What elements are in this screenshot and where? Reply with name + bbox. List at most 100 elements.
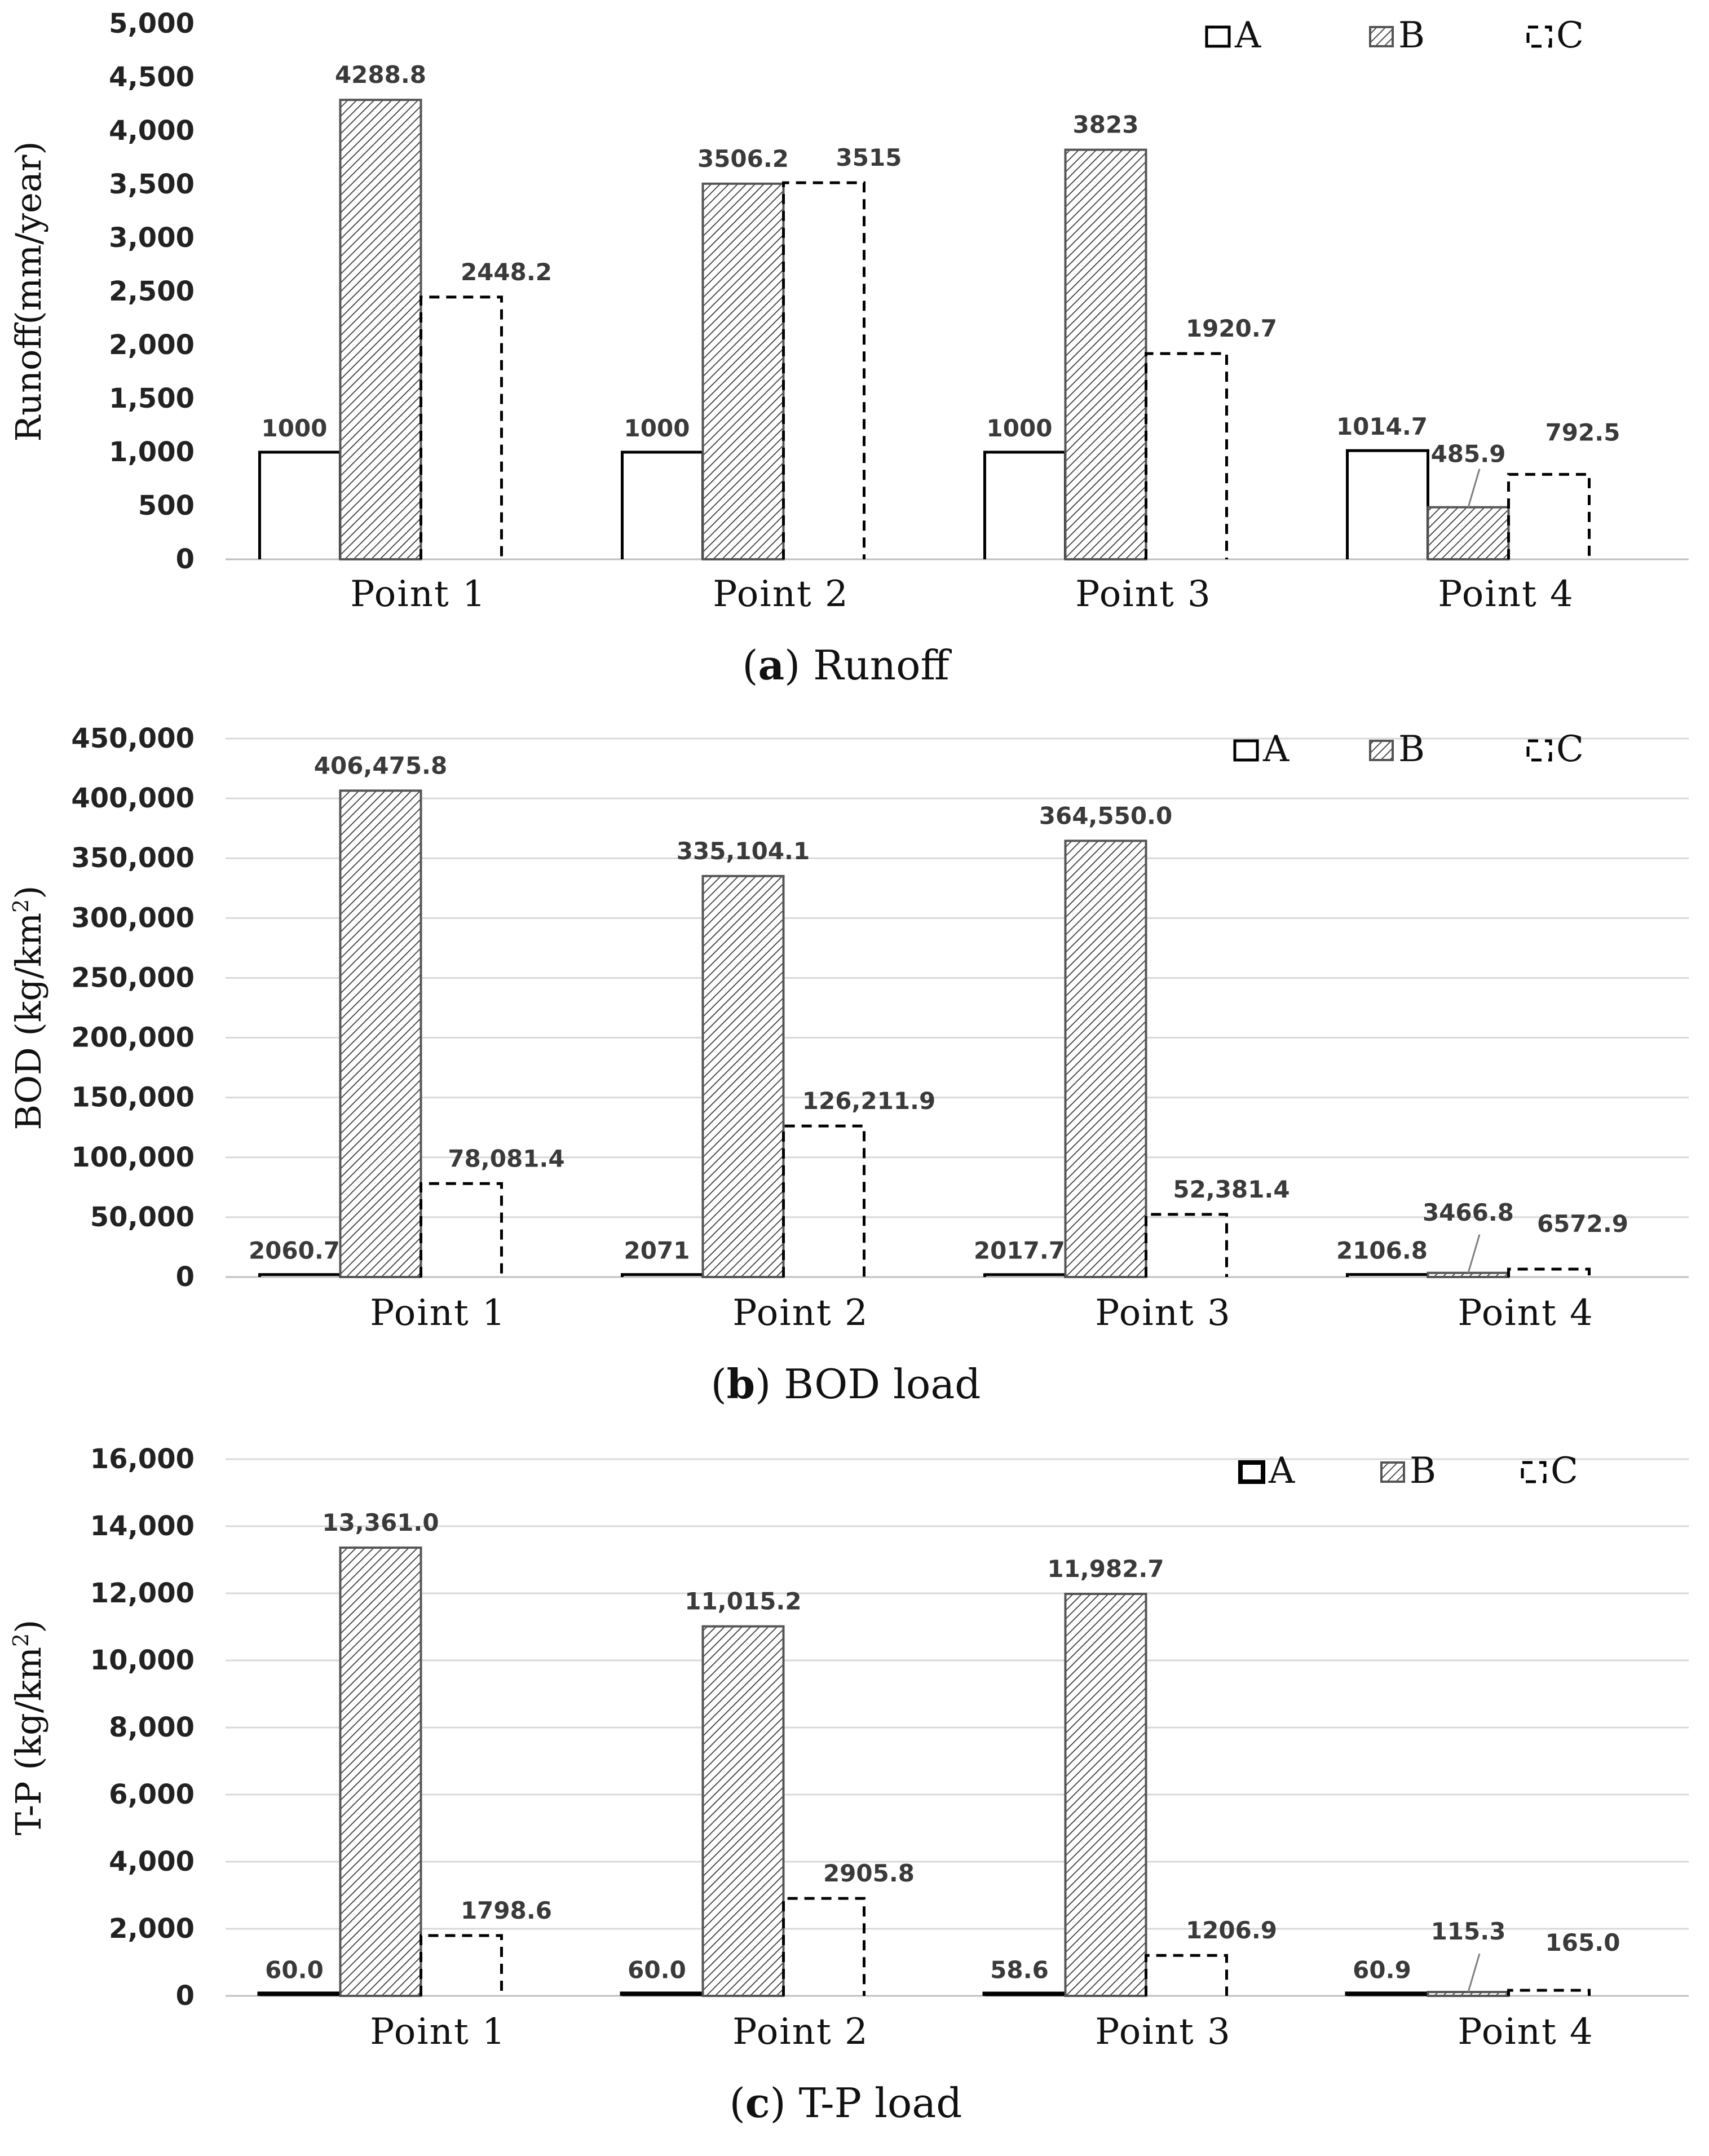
y-axis-label-sup: 2 — [8, 899, 33, 913]
data-label-B-2: 11,015.2 — [685, 1588, 801, 1615]
legend-swatch-A — [1205, 25, 1231, 48]
bar-C-4 — [1507, 1267, 1591, 1277]
data-label-B-3: 364,550.0 — [1039, 802, 1172, 829]
bar-B-2 — [701, 1625, 785, 1998]
caption-letter: a — [758, 641, 785, 689]
y-tick-label: 0 — [176, 544, 195, 575]
legend-swatch-C — [1526, 739, 1552, 762]
y-tick-label: 2,000 — [109, 329, 195, 361]
chart-panel-b: 0 50,000 100,000 150,000 200,000 250,000 300,0… — [8, 723, 1689, 1408]
y-tick-label: 0 — [176, 1261, 195, 1293]
data-label-A-3: 58.6 — [990, 1956, 1049, 1984]
y-tick-label: 8,000 — [109, 1712, 195, 1743]
x-tick-label: Point 1 — [370, 2011, 506, 2053]
y-tick-label: 4,000 — [109, 1846, 195, 1877]
caption-letter: b — [727, 1360, 755, 1408]
bar-B-4 — [1427, 1271, 1510, 1278]
legend: A B C — [1238, 1450, 1578, 1492]
bar-C-1 — [419, 1182, 503, 1277]
data-label-A-2: 2071 — [624, 1237, 690, 1265]
y-axis-label-sup: 2 — [8, 1633, 33, 1647]
bar-B-3 — [1064, 840, 1147, 1278]
bar-A-4 — [1345, 1991, 1430, 1996]
bar-C-2 — [782, 1124, 865, 1277]
data-label-A-4: 60.9 — [1353, 1956, 1411, 1983]
legend-swatch-B — [1380, 1461, 1405, 1483]
caption-text: Runoff — [813, 642, 952, 689]
legend: A B C — [1205, 15, 1584, 56]
data-label-C-1: 1798.6 — [461, 1897, 552, 1924]
y-tick-label: 350,000 — [71, 842, 195, 874]
x-tick-label: Point 3 — [1095, 2011, 1231, 2053]
data-label-B-1: 406,475.8 — [314, 752, 447, 779]
bar-C-1 — [419, 1934, 503, 1996]
x-tick-label: Point 1 — [370, 1292, 506, 1334]
bar-C-1 — [419, 295, 503, 559]
data-label-C-1: 78,081.4 — [448, 1145, 564, 1172]
y-axis-label-tail: ) — [8, 885, 49, 899]
y-axis-label-text: Runoff(mm/year) — [8, 141, 49, 441]
y-tick-label: 2,000 — [109, 1913, 195, 1945]
x-tick-label: Point 2 — [732, 1292, 868, 1334]
bar-C-3 — [1145, 352, 1228, 559]
y-tick-label: 50,000 — [90, 1201, 195, 1233]
x-tick-label: Point 3 — [1075, 573, 1211, 615]
data-label-B-1: 4288.8 — [335, 61, 426, 89]
bar-B-1 — [339, 789, 422, 1278]
leader-line — [1467, 469, 1481, 508]
x-tick-label: Point 3 — [1095, 1292, 1231, 1334]
y-tick-label: 0 — [176, 1980, 195, 2012]
legend-label-B: B — [1398, 15, 1425, 56]
y-tick-label: 16,000 — [90, 1443, 195, 1475]
y-tick-label: 4,500 — [109, 61, 195, 93]
caption-text: T-P load — [799, 2079, 962, 2127]
bar-C-2 — [782, 1897, 865, 1996]
legend-swatch-B — [1369, 26, 1394, 47]
data-label-A-3: 2017.7 — [974, 1237, 1065, 1265]
y-tick-label: 5,000 — [109, 8, 195, 39]
legend-label-A: A — [1262, 728, 1290, 770]
data-label-B-4: 3466.8 — [1423, 1199, 1514, 1226]
data-label-A-2: 60.0 — [628, 1956, 686, 1983]
data-label-A-4: 2106.8 — [1336, 1237, 1428, 1265]
bar-B-1 — [339, 99, 422, 561]
bar-A-3 — [983, 450, 1067, 559]
bar-A-2 — [621, 450, 704, 559]
bar-A-2 — [620, 1991, 705, 1996]
data-label-B-3: 3823 — [1073, 111, 1139, 139]
x-tick-label: Point 4 — [1458, 2011, 1593, 2053]
caption: (a) Runoff — [742, 641, 952, 689]
y-axis-label-text: T-P (kg/km — [8, 1647, 49, 1835]
y-axis-label: BOD (kg/km2) — [8, 885, 49, 1130]
caption-close: ) — [755, 1360, 784, 1408]
bar-C-2 — [782, 181, 865, 559]
x-tick-label: Point 4 — [1438, 573, 1574, 615]
chart-panel-a: 0 500 1,000 1,500 2,000 2,500 3,000 3,500 4,000 4… — [8, 8, 1689, 689]
y-tick-label: 300,000 — [71, 902, 195, 934]
bar-C-3 — [1145, 1954, 1228, 1996]
bar-A-3 — [982, 1991, 1068, 1996]
leader-line — [1467, 1234, 1481, 1274]
y-axis-label-text: BOD (kg/km — [8, 913, 49, 1130]
data-label-B-1: 13,361.0 — [322, 1509, 439, 1536]
bar-C-4 — [1507, 472, 1591, 559]
bar-B-2 — [701, 182, 785, 560]
data-label-A-3: 1000 — [987, 414, 1053, 442]
data-label-C-1: 2448.2 — [461, 258, 552, 286]
data-label-A-1: 2060.7 — [249, 1237, 340, 1265]
x-tick-label: Point 2 — [732, 2011, 868, 2053]
legend-swatch-A — [1238, 1460, 1265, 1484]
legend-swatch-C — [1521, 1461, 1547, 1483]
bar-B-1 — [339, 1547, 422, 1997]
data-label-B-4: 115.3 — [1431, 1918, 1506, 1945]
legend-swatch-C — [1526, 25, 1552, 48]
bar-A-1 — [258, 450, 342, 559]
y-tick-label: 12,000 — [90, 1578, 195, 1609]
y-axis-label: Runoff(mm/year) — [8, 141, 49, 441]
y-tick-label: 3,500 — [109, 169, 195, 200]
caption-close: ) — [770, 2079, 799, 2127]
y-tick-label: 400,000 — [71, 783, 195, 814]
y-tick-label: 500 — [138, 490, 195, 522]
caption-text: BOD load — [784, 1360, 981, 1408]
